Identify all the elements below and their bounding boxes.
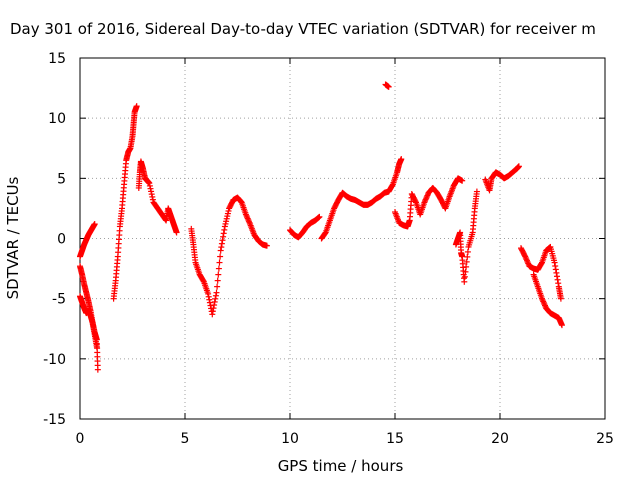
data-point	[173, 229, 180, 236]
y-tick-label: 15	[48, 51, 66, 67]
data-point	[213, 289, 220, 296]
data-point	[398, 156, 405, 163]
data-point	[540, 299, 547, 306]
x-tick-label: 10	[281, 431, 299, 447]
data-point	[515, 163, 522, 170]
plot-frame	[79, 57, 606, 420]
data-point	[217, 253, 224, 260]
x-tick-label: 25	[596, 431, 614, 447]
data-points	[77, 81, 565, 373]
axis-ticks	[79, 57, 606, 420]
data-point	[554, 276, 561, 283]
data-point	[539, 297, 546, 304]
data-point	[94, 366, 101, 373]
data-point	[473, 188, 480, 195]
data-point	[91, 221, 98, 228]
x-axis-label: GPS time / hours	[278, 457, 404, 475]
data-point	[522, 254, 529, 261]
data-point	[551, 259, 558, 266]
y-tick-label: -10	[43, 352, 66, 368]
x-tick-label: 0	[76, 431, 85, 447]
data-point	[214, 283, 221, 290]
data-point	[552, 266, 559, 273]
x-tick-labels: 0 5 10 15 20 25	[76, 431, 614, 447]
x-tick-label: 15	[386, 431, 404, 447]
data-point	[215, 271, 222, 278]
data-point	[215, 265, 222, 272]
y-tick-label: 0	[57, 232, 66, 248]
y-tick-labels: -15 -10 -5 0 5 10 15	[43, 51, 66, 428]
grid	[80, 58, 605, 419]
chart-title: Day 301 of 2016, Sidereal Day-to-day VTE…	[10, 20, 596, 38]
x-tick-label: 5	[181, 431, 190, 447]
data-point	[557, 295, 564, 302]
y-tick-label: 5	[57, 171, 66, 187]
data-point	[385, 83, 392, 90]
x-tick-label: 20	[491, 431, 509, 447]
data-point	[459, 177, 466, 184]
data-point	[263, 242, 270, 249]
y-axis-label: SDTVAR / TECUs	[4, 176, 22, 299]
data-point	[133, 103, 140, 110]
data-point	[316, 213, 323, 220]
data-point	[216, 259, 223, 266]
y-tick-label: 10	[48, 111, 66, 127]
data-point	[524, 259, 531, 266]
y-tick-label: -15	[43, 412, 66, 428]
data-point	[214, 277, 221, 284]
y-tick-label: -5	[52, 292, 66, 308]
data-point	[558, 322, 565, 329]
